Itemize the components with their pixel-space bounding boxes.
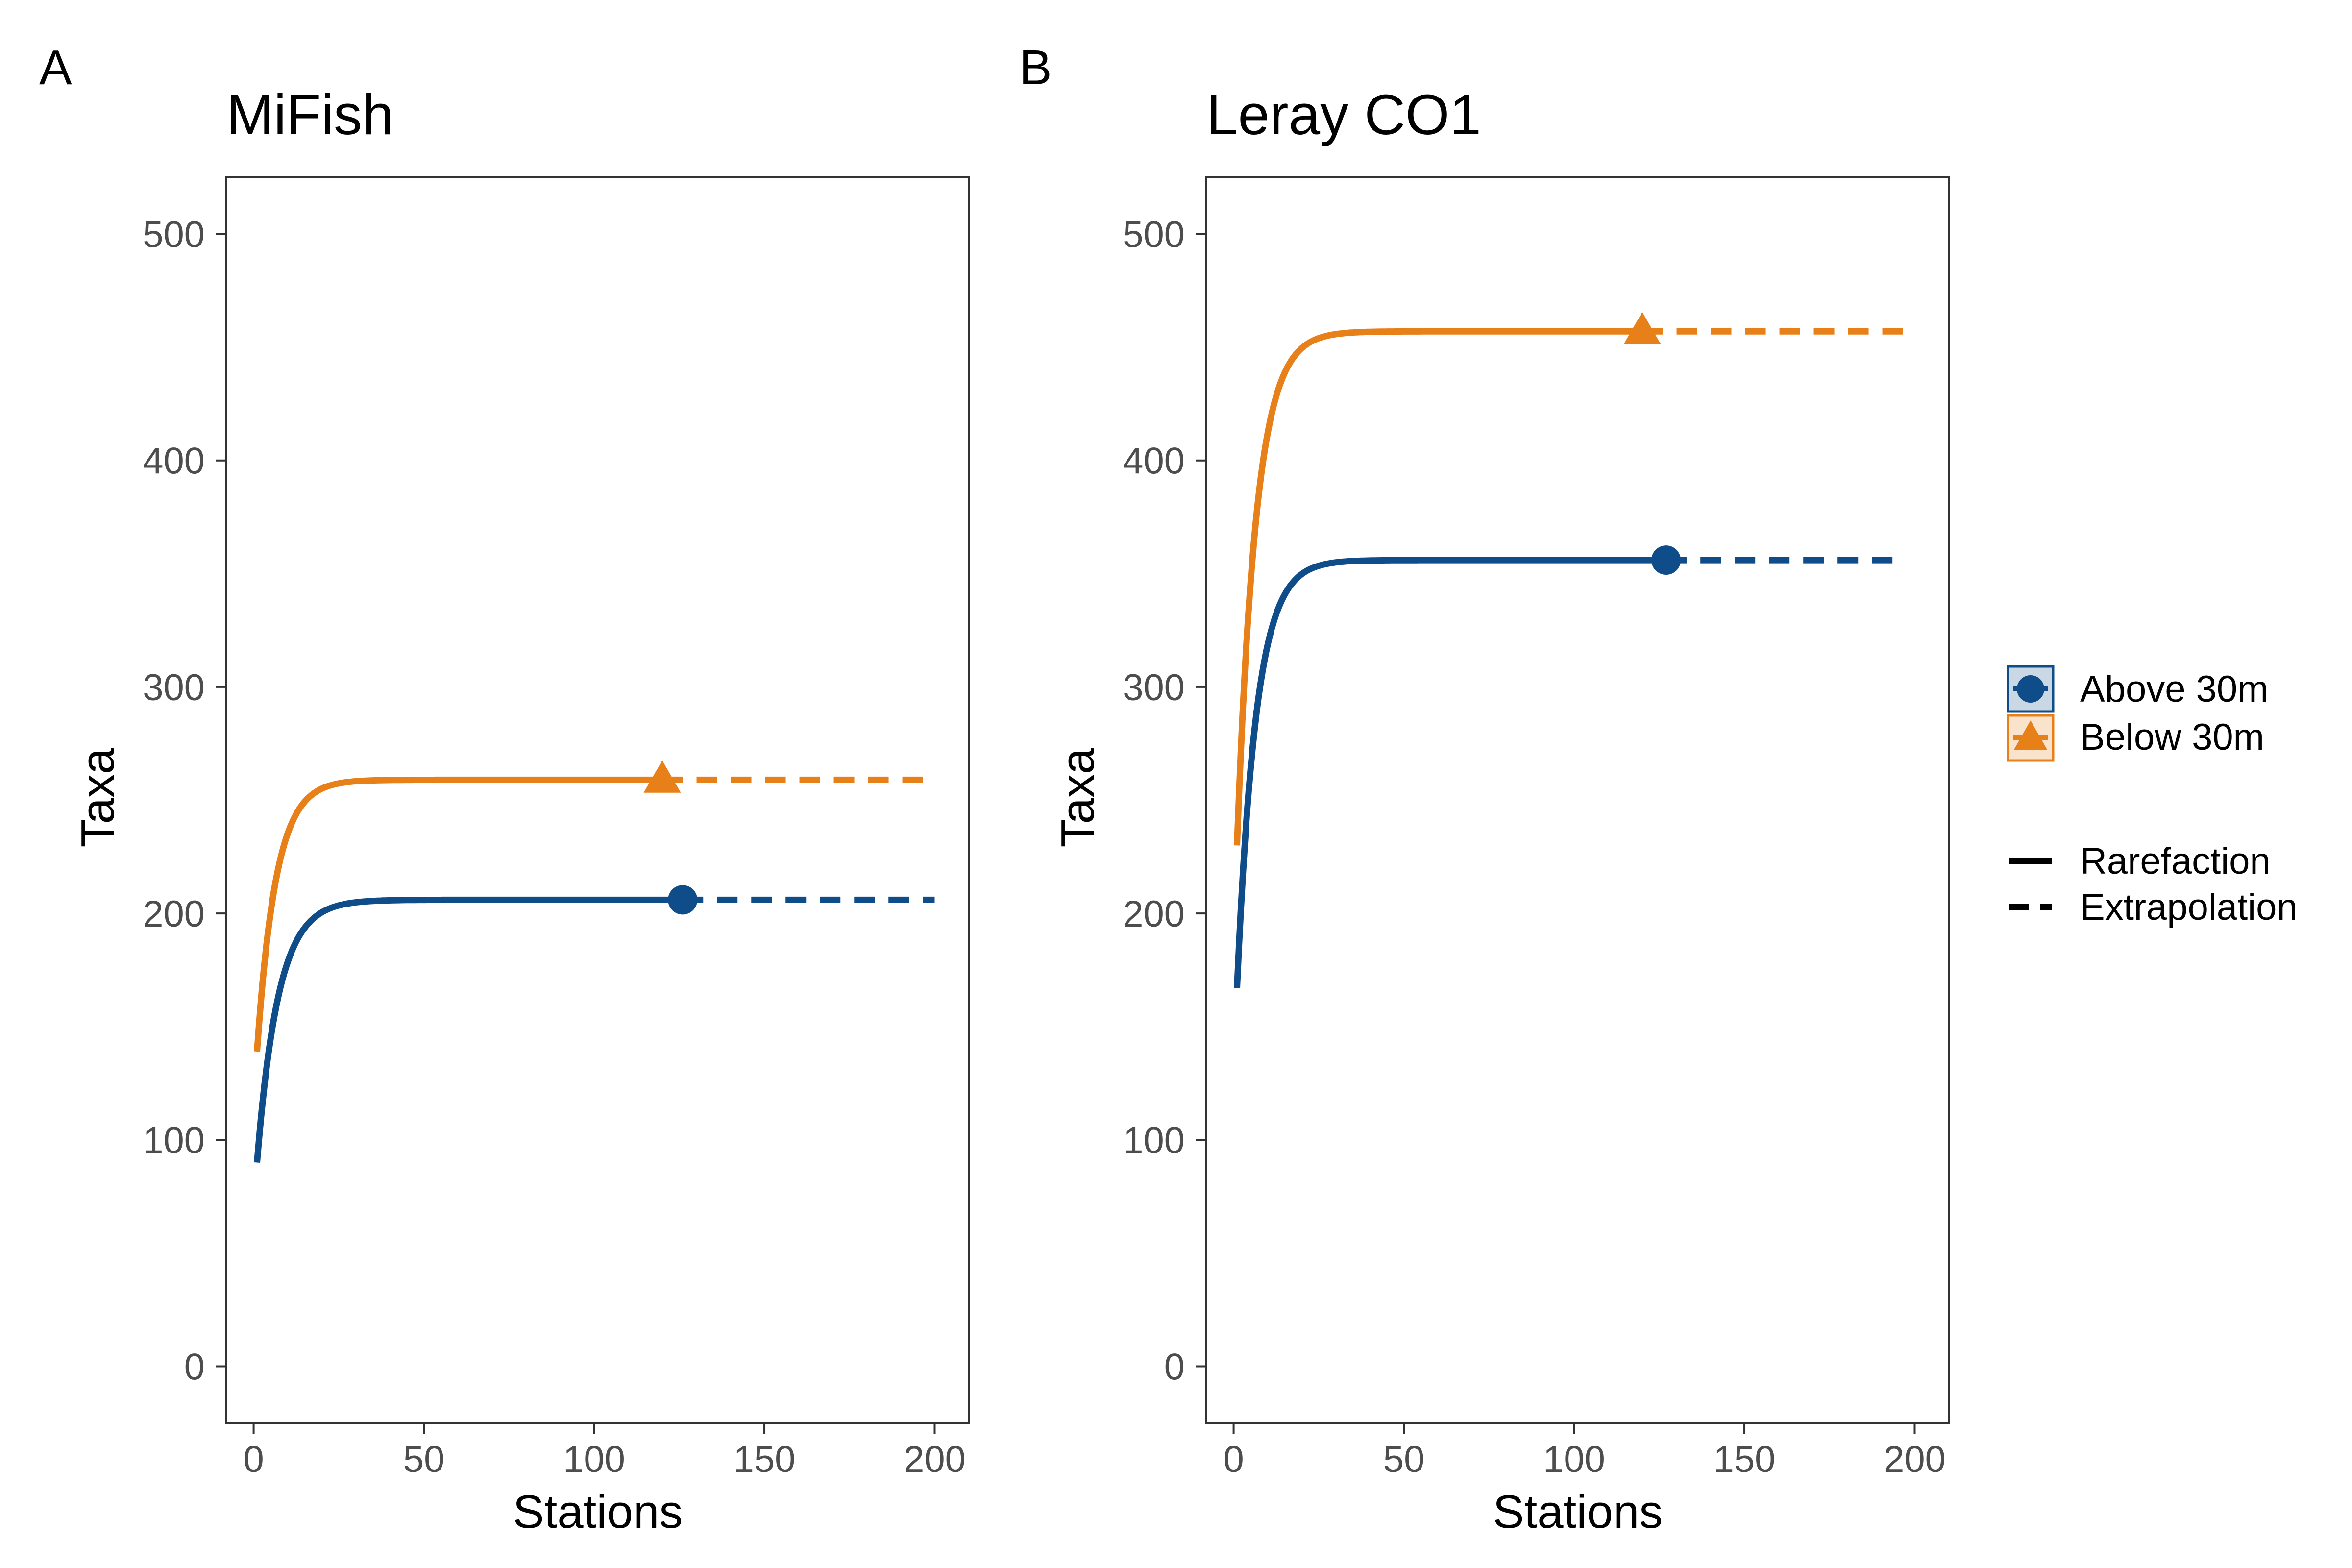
x-tick-label-a-50: 50 bbox=[403, 1439, 445, 1480]
x-tick-label-a-100: 100 bbox=[563, 1439, 625, 1480]
y-tick-label-b-300: 300 bbox=[1123, 667, 1185, 709]
chart-marks-a bbox=[254, 760, 935, 1163]
axis-ticks-a: 0 50 100 150 200 0 100 200 300 400 500 bbox=[143, 214, 966, 1480]
plot-border-b bbox=[1205, 176, 1950, 1424]
x-axis-title-b: Stations bbox=[1493, 1486, 1663, 1538]
y-tick-label-a-0: 0 bbox=[184, 1346, 205, 1388]
y-tick-label-a-500: 500 bbox=[143, 214, 205, 256]
y-axis-title-a: Taxa bbox=[72, 748, 124, 847]
y-tick-label-b-200: 200 bbox=[1123, 893, 1185, 935]
observed-point-a-below bbox=[643, 760, 681, 793]
plot-border-a bbox=[225, 176, 970, 1424]
observed-point-b-below bbox=[1623, 312, 1661, 344]
legend-label-below-30m: Below 30m bbox=[2080, 716, 2264, 758]
rarefaction-line-b-above bbox=[1234, 557, 1667, 988]
chart-marks-b bbox=[1234, 312, 1908, 988]
y-tick-label-a-300: 300 bbox=[143, 667, 205, 709]
x-tick-label-a-150: 150 bbox=[734, 1439, 796, 1480]
y-tick-label-b-100: 100 bbox=[1123, 1120, 1185, 1161]
x-tick-label-b-150: 150 bbox=[1714, 1439, 1776, 1480]
x-tick-label-b-50: 50 bbox=[1383, 1439, 1425, 1480]
legend: Above 30m Below 30m Rarefaction Extrapol… bbox=[2007, 665, 2298, 928]
x-tick-label-a-200: 200 bbox=[904, 1439, 966, 1480]
x-tick-label-a-0: 0 bbox=[243, 1439, 264, 1480]
legend-label-rarefaction: Rarefaction bbox=[2080, 840, 2271, 882]
y-tick-label-b-400: 400 bbox=[1123, 441, 1185, 482]
x-tick-label-b-200: 200 bbox=[1884, 1439, 1946, 1480]
panel-tag-a: A bbox=[39, 40, 72, 95]
legend-marker-triangle-icon bbox=[2014, 720, 2047, 750]
y-tick-label-b-0: 0 bbox=[1164, 1346, 1185, 1388]
rarefaction-line-a-below bbox=[254, 776, 664, 1052]
y-tick-label-a-100: 100 bbox=[143, 1120, 205, 1161]
panel-title-leray-co1: Leray CO1 bbox=[1206, 83, 1481, 147]
x-tick-label-b-100: 100 bbox=[1543, 1439, 1605, 1480]
y-tick-label-a-400: 400 bbox=[143, 441, 205, 482]
axis-ticks-b: 0 50 100 150 200 0 100 200 300 400 500 bbox=[1123, 214, 1946, 1480]
rarefaction-line-b-below bbox=[1234, 328, 1644, 846]
rarefaction-line-a-above bbox=[254, 896, 684, 1163]
panel-title-mifish: MiFish bbox=[226, 83, 394, 147]
y-tick-label-a-200: 200 bbox=[143, 893, 205, 935]
observed-point-b-above bbox=[1651, 545, 1681, 575]
y-tick-label-b-500: 500 bbox=[1123, 214, 1185, 256]
legend-marker-circle-icon bbox=[2017, 675, 2044, 703]
panel-b: B Leray CO1 Stations Taxa 0 50 100 150 200 0 1… bbox=[1019, 40, 1950, 1538]
observed-point-a-above bbox=[668, 885, 698, 915]
x-tick-label-b-0: 0 bbox=[1223, 1439, 1244, 1480]
x-axis-title-a: Stations bbox=[513, 1486, 683, 1538]
legend-label-above-30m: Above 30m bbox=[2080, 668, 2268, 710]
y-axis-title-b: Taxa bbox=[1052, 748, 1104, 847]
legend-label-extrapolation: Extrapolation bbox=[2080, 886, 2298, 928]
panel-a: A MiFish Stations Taxa 0 50 100 150 200 0 100 2… bbox=[39, 40, 970, 1538]
panel-tag-b: B bbox=[1019, 40, 1052, 95]
